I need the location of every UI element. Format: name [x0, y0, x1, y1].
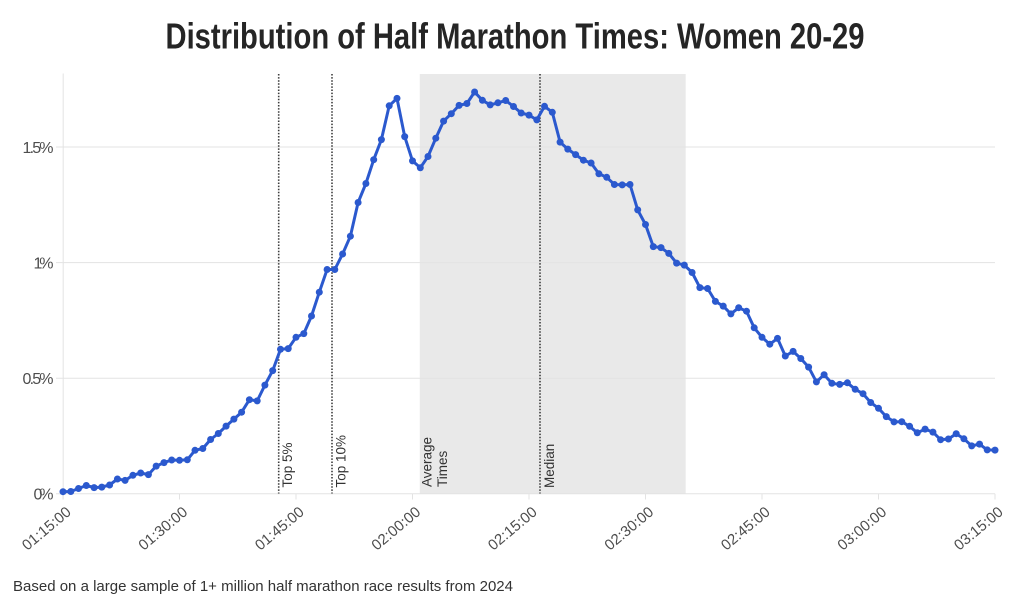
svg-text:1.5%: 1.5% [23, 140, 54, 157]
svg-text:Based on a large sample of 1+: Based on a large sample of 1+ million ha… [13, 578, 513, 595]
svg-text:0.5%: 0.5% [23, 371, 54, 388]
svg-text:Distribution of Half Marathon: Distribution of Half Marathon Times: Wom… [166, 16, 865, 57]
svg-text:1%: 1% [34, 255, 54, 272]
svg-text:0%: 0% [34, 487, 54, 504]
svg-text:Times: Times [435, 451, 450, 487]
svg-text:Top 10%: Top 10% [333, 435, 348, 488]
svg-text:Top 5%: Top 5% [280, 442, 295, 487]
svg-text:Average: Average [420, 437, 435, 487]
svg-text:Median: Median [542, 444, 557, 488]
